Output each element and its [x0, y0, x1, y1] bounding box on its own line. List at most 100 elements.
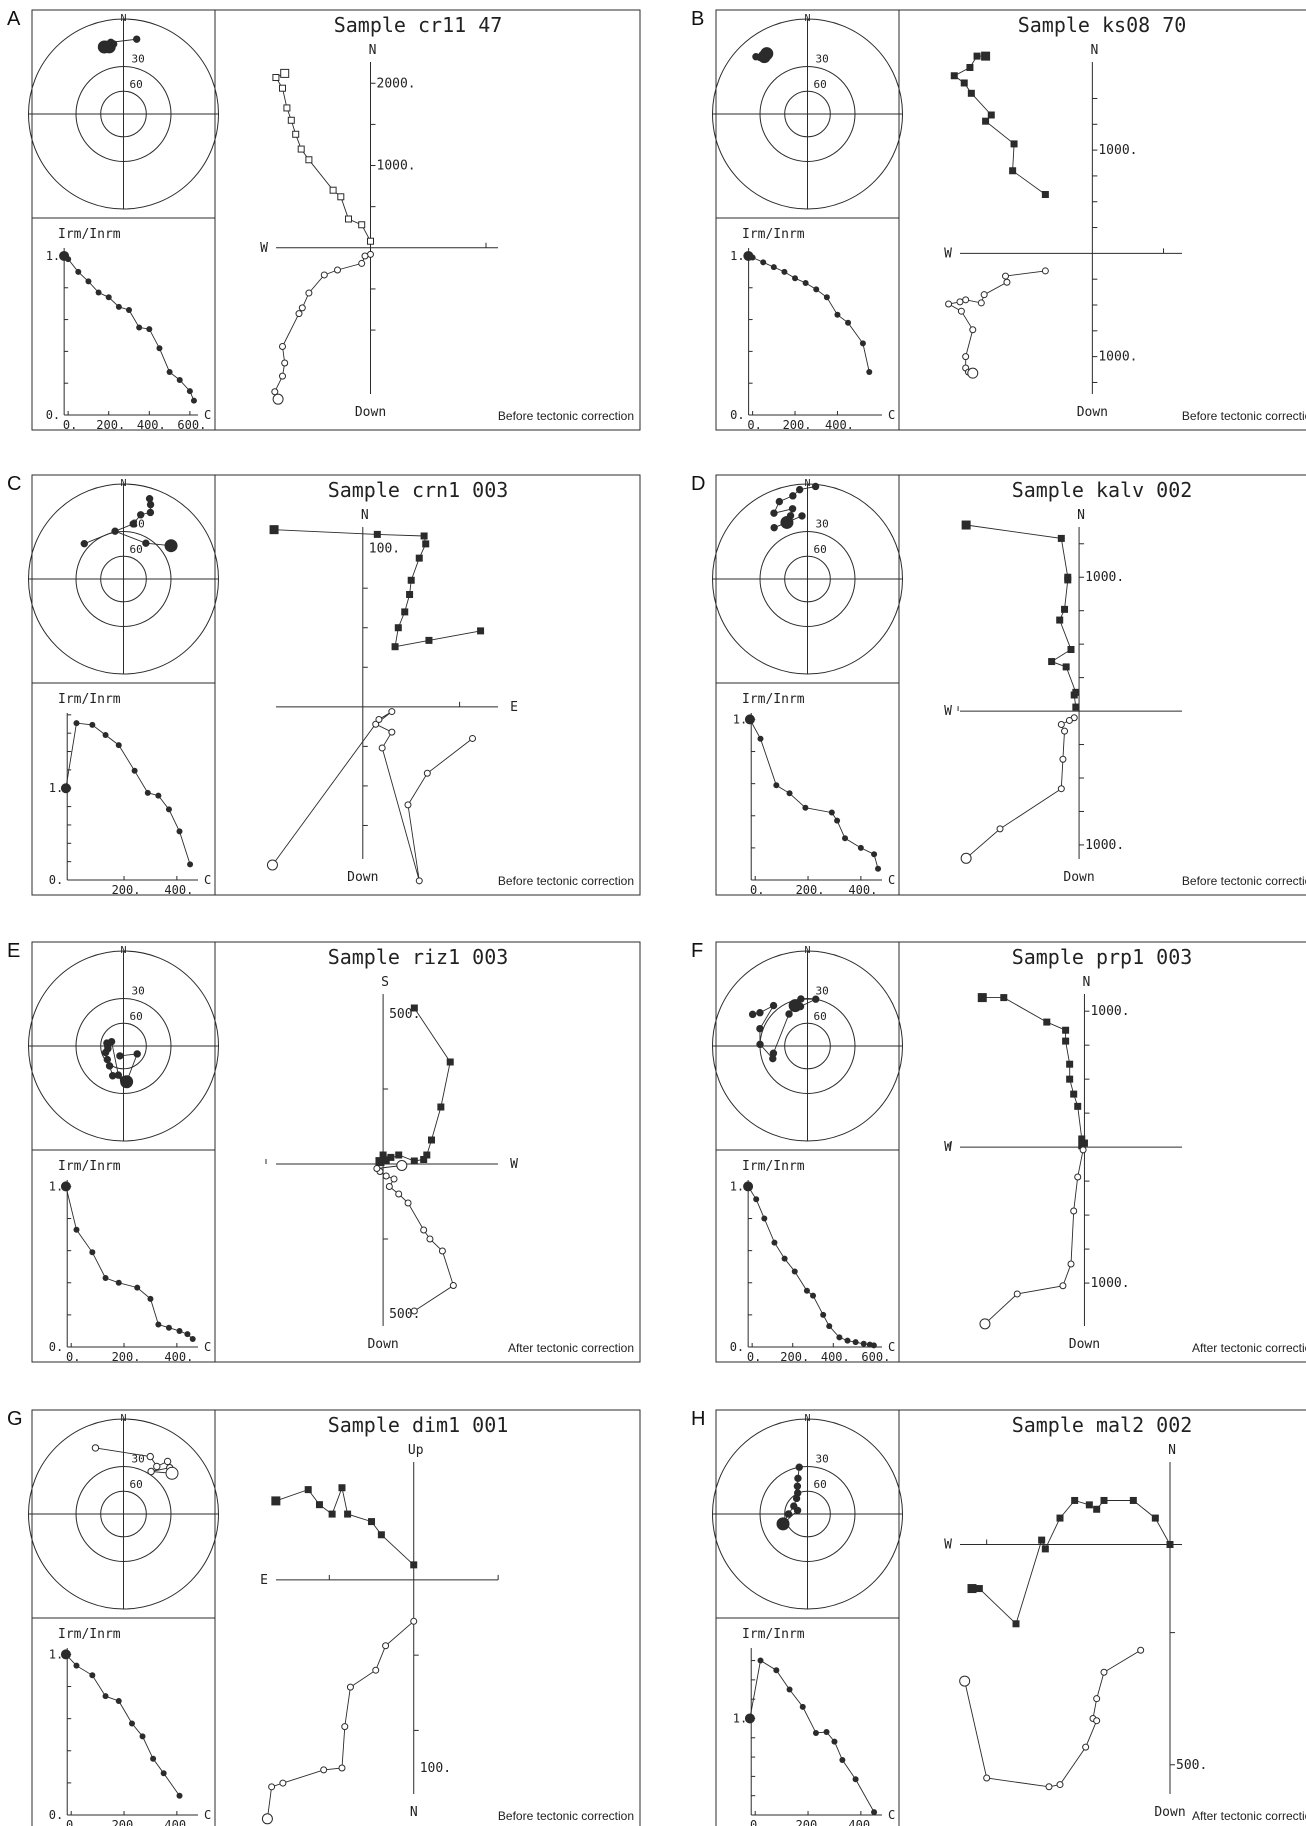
zijderveld-horizontal-point [477, 627, 485, 635]
intensity-point [165, 806, 172, 813]
intensity-x-tick-label: 400. [848, 1818, 877, 1826]
intensity-point [155, 1321, 162, 1328]
zijderveld-diagram: 1000. 1000. N Down W [944, 43, 1182, 420]
zijderveld-bottom-label: Down [367, 1337, 398, 1352]
stereonet-point [129, 520, 137, 528]
zijderveld-horizontal-point [1061, 605, 1069, 613]
intensity-point [115, 1279, 122, 1286]
intensity-point [166, 369, 173, 376]
intensity-ylabel: Irm/Inrm [58, 1159, 121, 1174]
zijderveld-horizontal-point [446, 1058, 454, 1066]
intensity-point [60, 1181, 71, 1192]
sample-title: Sample prp1 003 [1012, 945, 1193, 969]
intensity-point [770, 264, 777, 271]
intensity-point [128, 1720, 135, 1727]
zijderveld-vertical-point [1079, 1146, 1087, 1154]
stereonet: N 30 60 [712, 945, 903, 1142]
zijderveld-left-label: W [944, 704, 952, 719]
intensity-point [115, 1697, 122, 1704]
zijderveld-vertical-point [388, 728, 396, 736]
zijderveld-horizontal-point [1072, 688, 1080, 696]
zijderveld-vertical-point [358, 259, 366, 267]
zijderveld-vertical-point [404, 801, 412, 809]
intensity-line [747, 1186, 874, 1346]
intensity-ylabel: Irm/Inrm [742, 227, 805, 242]
stereonet-point [775, 497, 784, 506]
stereonet-point [795, 485, 804, 494]
intensity-point [836, 1334, 843, 1341]
intensity-point [131, 767, 138, 774]
zijderveld-diagram: 1000. 1000. N Down W [944, 975, 1182, 1352]
zijderveld-vertical-point [375, 715, 383, 723]
zijderveld-vertical-point [382, 1642, 390, 1650]
stereonet-ring-label: 30 [816, 985, 829, 998]
zijderveld-horizontal-point [394, 624, 402, 632]
stereonet-point [770, 523, 778, 532]
intensity-y-tick-label: 0. [730, 1340, 744, 1354]
zijderveld-vertical-point [410, 1307, 418, 1315]
stereonet-point [789, 492, 797, 500]
zijderveld-top-label: N [1168, 1443, 1176, 1458]
stereonet-ring-label: 30 [132, 53, 145, 66]
intensity-point [176, 1792, 183, 1799]
zijderveld-horizontal-point [368, 1518, 376, 1526]
zijderveld-horizontal-point [420, 1156, 428, 1163]
intensity-point [115, 303, 122, 310]
intensity-point [761, 1215, 768, 1222]
stereonet-point [811, 482, 820, 491]
zijderveld-tick-label: 1000. [1090, 1276, 1129, 1291]
intensity-x-tick-label: 200. [796, 883, 825, 897]
stereonet-path [84, 498, 172, 547]
intensity-x-tick-label: 400. [137, 418, 166, 432]
stereonet-point [111, 527, 119, 535]
zijderveld-horizontal-point [973, 52, 981, 60]
stereonet-point [114, 1071, 123, 1079]
zijderveld-left-label: W [944, 1538, 952, 1553]
zijderveld-vertical-point [980, 291, 988, 299]
zijderveld-vertical-point [395, 1190, 403, 1198]
stereonet: N 30 60 [712, 13, 903, 210]
panel-frame [715, 941, 1306, 1363]
intensity-point [176, 1327, 183, 1334]
stereonet-point [795, 1463, 803, 1471]
zijderveld-horizontal-point [377, 1531, 385, 1539]
zijderveld-vertical-point [415, 877, 423, 885]
stereonet: N 30 60 [28, 13, 219, 210]
zijderveld-tick-label: 500. [1176, 1758, 1207, 1773]
zijderveld-horizontal-point [407, 576, 415, 584]
zijderveld-horizontal-point [329, 186, 337, 194]
zijderveld-vertical-point [1082, 1743, 1090, 1751]
intensity-x-tick-label: 0. [63, 418, 77, 432]
intensity-plot: Irm/Inrm 1. 0.0. 200. 400. C [730, 227, 895, 432]
stereonet-point [785, 1010, 793, 1018]
intensity-x-unit: C [204, 1340, 211, 1354]
intensity-point [73, 720, 80, 727]
panel-letter: G [7, 1408, 23, 1430]
stereonet: N 30 60 [28, 945, 219, 1142]
intensity-point [810, 1292, 817, 1299]
zijderveld-horizontal-point [280, 68, 290, 78]
intensity-point [871, 1809, 878, 1816]
stereonet-point [107, 1037, 116, 1046]
panel-d: D N 30 60 Irm/Inrm 1. 0. 200. 400. C Sample kalv 0… [691, 473, 1306, 897]
intensity-plot: Irm/Inrm 1. 0.0. 200. 400. 600.C [730, 1159, 896, 1364]
stereonet-point [146, 508, 155, 517]
intensity-y-tick-label: 1. [733, 712, 747, 726]
zijderveld-horizontal-point [950, 72, 958, 80]
stereonet-point [137, 511, 145, 519]
zijderveld-vertical-point [295, 310, 303, 318]
panel-a: A N 30 60 Irm/Inrm 1. 0.0. 200. 400. 600.C Sample … [7, 8, 641, 432]
panel-frame [31, 941, 641, 1363]
zijderveld-vertical-point [1074, 1173, 1082, 1181]
intensity-point [134, 1284, 141, 1291]
panel-letter: F [691, 940, 703, 962]
intensity-point [187, 861, 194, 868]
stereonet: N 30 60 [712, 478, 903, 675]
panel-letter: E [7, 940, 20, 962]
correction-label: After tectonic correction [1192, 1341, 1306, 1355]
zijderveld-horizontal-point [344, 1510, 352, 1518]
zijderveld-horizontal-point [1064, 573, 1072, 581]
intensity-ylabel: Irm/Inrm [58, 227, 121, 242]
zijderveld-horizontal-path [953, 55, 1046, 195]
